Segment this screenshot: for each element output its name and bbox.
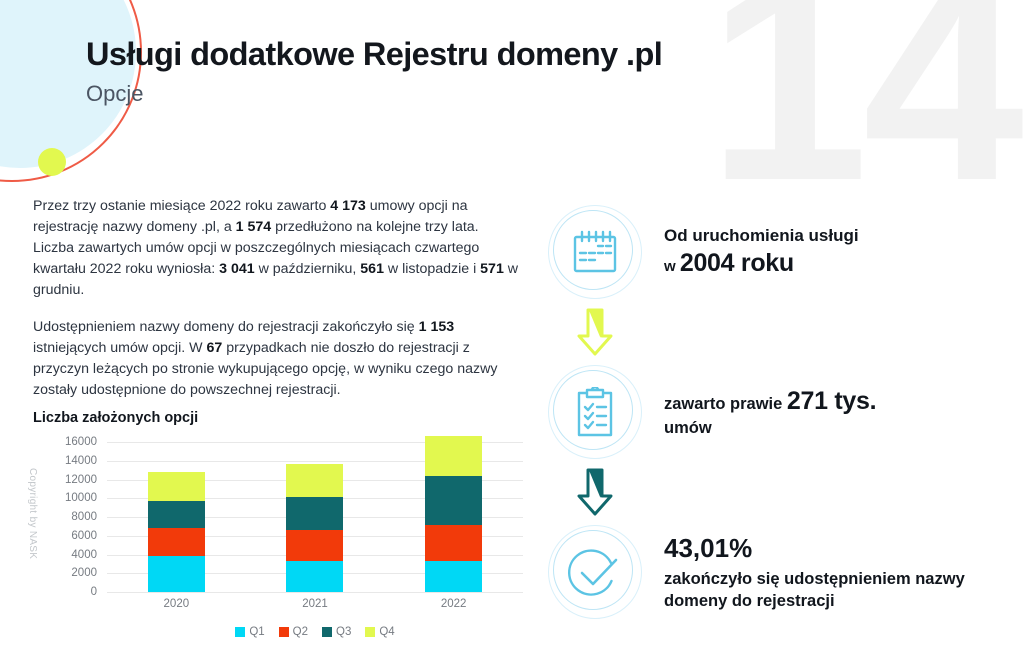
- chart-bar-segment-q4: [425, 436, 483, 476]
- stat-launch-line2: w 2004 roku: [664, 247, 859, 280]
- clipboard-check-icon: [548, 365, 642, 459]
- arrow-down-teal: [548, 466, 642, 518]
- check-circle-icon: [548, 525, 642, 619]
- chart-bars: [107, 436, 523, 592]
- chart-x-tick: 2021: [302, 598, 328, 610]
- stat-launch-value: 2004: [679, 248, 735, 277]
- legend-swatch-q2: [278, 627, 289, 637]
- legend-swatch-q3: [322, 627, 332, 637]
- chart-gridline: [107, 592, 523, 593]
- legend-swatch-q1: [235, 627, 246, 637]
- chart-legend: Q1 Q2 Q3 Q4: [107, 626, 523, 638]
- chart-legend-item-q2[interactable]: Q2: [278, 626, 308, 638]
- stat-row-percentage: 43,01% zakończyło się udostępnieniem naz…: [548, 518, 1008, 626]
- chart-y-tick: 4000: [71, 548, 97, 561]
- check-circle-glyph: [568, 549, 618, 596]
- legend-label-q2: Q2: [292, 626, 308, 638]
- chart-x-axis: 2020 2021 2022: [107, 598, 523, 610]
- chart-y-tick: 14000: [65, 454, 97, 467]
- header: Usługi dodatkowe Rejestru domeny .pl Opc…: [86, 36, 786, 107]
- chart-y-tick: 6000: [71, 529, 97, 542]
- icon-ring-outer: [548, 365, 642, 459]
- icon-ring-inner: [553, 530, 633, 610]
- chart-legend-item-q1[interactable]: Q1: [235, 626, 265, 638]
- chart-bar-segment-q4: [147, 472, 205, 502]
- chart-y-axis: 16000 14000 12000 10000 8000 6000 4000 2000 0: [51, 436, 103, 598]
- chart-y-tick: 0: [90, 586, 97, 598]
- chart-bar-group: [126, 442, 226, 592]
- chart-legend-item-q3[interactable]: Q3: [322, 626, 351, 638]
- page-number-watermark: 14: [707, 0, 1024, 241]
- legend-label-q4: Q4: [379, 626, 395, 638]
- chart-copyright: Copyright by NASK: [27, 468, 38, 560]
- chart-bar-segment-q1: [147, 555, 205, 592]
- icon-ring-inner: [553, 210, 633, 290]
- chart-bar-segment-q3: [147, 501, 205, 529]
- chart-bar-group: [265, 442, 365, 592]
- stat-launch-suffix: roku: [734, 248, 794, 277]
- chart-gridline: [107, 460, 523, 462]
- stat-contracts-value: 271 tys.: [786, 387, 877, 416]
- icon-ring-inner: [553, 370, 633, 450]
- body-text-column: Przez trzy ostanie miesiące 2022 roku za…: [33, 196, 523, 418]
- chart-bar-segment-q3: [425, 475, 483, 525]
- stat-contracts-lead: zawarto prawie: [664, 395, 787, 414]
- chart-bar-group: [404, 436, 504, 592]
- legend-label-q1: Q1: [249, 626, 265, 638]
- stat-percentage-line2: zakończyło się udostępnieniem nazwy dome…: [664, 569, 965, 610]
- stat-row-launch: Od uruchomienia usługi w 2004 roku: [548, 198, 1008, 306]
- calendar-icon: [548, 205, 642, 299]
- stat-launch-prefix: w: [664, 257, 680, 275]
- chart-bar-stack: [425, 436, 483, 592]
- chart-y-tick: 8000: [71, 511, 97, 523]
- chart-bar-stack: [286, 463, 344, 592]
- chart-bar-segment-q2: [147, 528, 205, 556]
- chart-bar-segment-q1: [425, 561, 483, 592]
- chart-y-tick: 2000: [71, 567, 97, 580]
- stat-percentage-value: 43,01%: [664, 532, 753, 563]
- chart-x-tick: 2020: [163, 598, 190, 610]
- chart-legend-item-q4[interactable]: Q4: [365, 626, 395, 638]
- stat-contracts-line1: zawarto prawie 271 tys.: [664, 385, 877, 418]
- chart-bar-stack: [147, 472, 205, 592]
- chart-y-tick: 16000: [65, 436, 97, 448]
- chart-y-tick: 12000: [65, 473, 97, 486]
- page-title: Usługi dodatkowe Rejestru domeny .pl: [86, 36, 663, 72]
- icon-ring-outer: [548, 525, 642, 619]
- chart-bar-segment-q3: [286, 496, 344, 531]
- paragraph-1: Przez trzy ostanie miesiące 2022 roku za…: [33, 198, 519, 298]
- arrow-down-teal-glyph: [577, 468, 613, 516]
- chart-x-tick: 2022: [440, 598, 467, 610]
- icon-ring-outer: [548, 205, 642, 299]
- chart-plot-area: 16000 14000 12000 10000 8000 6000 4000 2000 0 20…: [51, 436, 523, 638]
- clipboard-check-glyph: [577, 387, 613, 437]
- stat-row-contracts: zawarto prawie 271 tys. umów: [548, 358, 1008, 466]
- paragraph-2: Udostępnieniem nazwy domeny do rejestrac…: [33, 319, 498, 398]
- stat-text-percentage: 43,01% zakończyło się udostępnieniem naz…: [664, 532, 1008, 612]
- chart-bar-segment-q2: [425, 524, 483, 562]
- chart-gridline: [107, 442, 523, 443]
- stats-column: Od uruchomienia usługi w 2004 roku: [548, 198, 1008, 626]
- chart-bar-segment-q2: [286, 530, 344, 562]
- calendar-glyph: [573, 230, 617, 273]
- chart-y-tick: 10000: [65, 492, 97, 505]
- legend-label-q3: Q3: [336, 626, 352, 638]
- arrow-down-lime-glyph: [577, 308, 613, 356]
- legend-swatch-q4: [365, 627, 376, 637]
- chart-title: Liczba założonych opcji: [33, 410, 199, 426]
- chart-bar-segment-q4: [286, 463, 344, 497]
- stat-text-contracts: zawarto prawie 271 tys. umów: [664, 385, 877, 439]
- decorative-lime-dot: [38, 148, 66, 176]
- arrow-down-lime: [548, 306, 642, 358]
- stat-contracts-line2: umów: [664, 418, 712, 437]
- page-subtitle: Opcje: [86, 81, 144, 106]
- stat-text-launch: Od uruchomienia usługi w 2004 roku: [664, 225, 859, 280]
- chart-bar-segment-q1: [286, 561, 344, 592]
- chart-block: Liczba założonych opcji Copyright by NAS…: [27, 410, 523, 638]
- stat-launch-line1: Od uruchomienia usługi: [664, 225, 859, 245]
